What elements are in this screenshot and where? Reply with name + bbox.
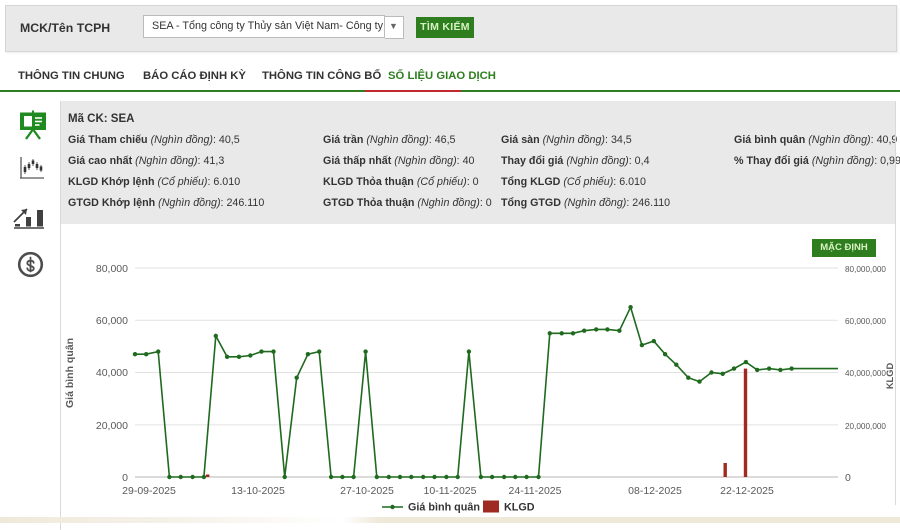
svg-text:24-11-2025: 24-11-2025 [509, 485, 562, 497]
svg-text:80,000,000: 80,000,000 [845, 265, 886, 274]
svg-text:60,000: 60,000 [96, 315, 128, 327]
svg-text:27-10-2025: 27-10-2025 [340, 485, 394, 497]
svg-text:40,000: 40,000 [96, 367, 128, 379]
svg-text:KLGD: KLGD [504, 502, 535, 514]
svg-text:60,000,000: 60,000,000 [845, 317, 886, 326]
svg-text:20,000,000: 20,000,000 [845, 422, 886, 431]
svg-text:KLGD: KLGD [885, 363, 895, 390]
svg-text:40,000,000: 40,000,000 [845, 369, 886, 378]
svg-text:29-09-2025: 29-09-2025 [122, 485, 176, 497]
svg-text:20,000: 20,000 [96, 420, 128, 432]
svg-text:10-11-2025: 10-11-2025 [424, 485, 477, 497]
svg-text:0: 0 [122, 472, 128, 484]
svg-text:Giá bình quân: Giá bình quân [64, 338, 76, 408]
svg-text:08-12-2025: 08-12-2025 [628, 485, 682, 497]
svg-text:80,000: 80,000 [96, 263, 128, 275]
svg-text:13-10-2025: 13-10-2025 [231, 485, 285, 497]
svg-text:0: 0 [845, 472, 851, 484]
svg-text:Giá bình quân: Giá bình quân [408, 502, 480, 514]
svg-text:22-12-2025: 22-12-2025 [720, 485, 774, 497]
